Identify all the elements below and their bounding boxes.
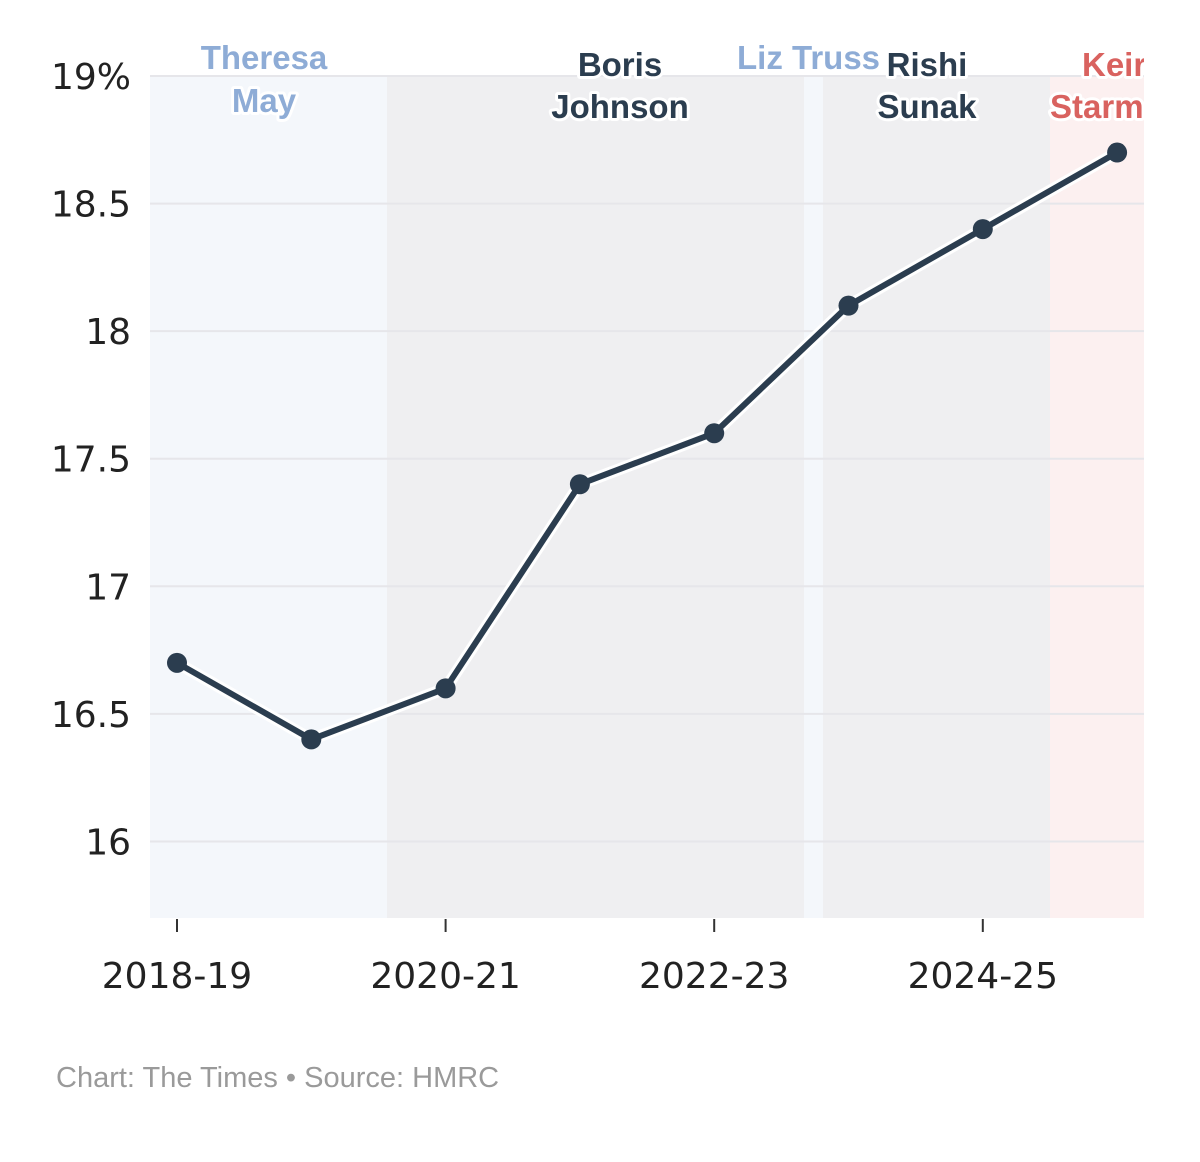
x-tick-label: 2022-23 <box>639 956 789 997</box>
x-tick-label: 2024-25 <box>908 956 1058 997</box>
x-tick-label: 2020-21 <box>370 956 520 997</box>
series-line <box>175 149 1119 743</box>
data-point <box>1107 142 1128 163</box>
y-tick-label: 18.5 <box>51 185 131 226</box>
data-point <box>301 729 322 750</box>
data-point <box>435 678 456 699</box>
era-band <box>150 76 387 918</box>
data-point <box>704 423 725 444</box>
era-labels: Theresa May Boris Johnson Liz Truss Rishi Suna… <box>198 36 1175 128</box>
data-series <box>167 142 1128 750</box>
era-band <box>804 76 823 918</box>
y-tick-label: 17 <box>85 567 131 608</box>
era-label: Rishi <box>887 46 968 83</box>
era-label: Keir <box>1082 46 1146 83</box>
y-tick-label: 18 <box>85 312 131 353</box>
data-point <box>569 474 590 495</box>
y-tick-label: 17.5 <box>51 440 131 481</box>
y-tick-label: 19% <box>51 57 131 98</box>
data-point <box>167 652 187 673</box>
era-label: Johnson <box>551 88 689 125</box>
era-label: Liz Truss <box>737 39 880 76</box>
era-label: May <box>232 82 297 119</box>
era-band <box>1050 76 1144 918</box>
data-point <box>838 295 859 316</box>
gridlines <box>150 75 1144 843</box>
x-axis: 2018-19 2020-21 2022-23 2024-25 <box>102 919 1058 997</box>
era-label: Theresa <box>201 39 328 76</box>
era-label: Boris <box>578 46 662 83</box>
era-label: Starmer <box>1050 88 1175 125</box>
era-bands <box>150 76 1144 918</box>
era-label: Sunak <box>877 88 977 125</box>
y-tick-label: 16.5 <box>51 695 131 736</box>
era-band <box>387 76 804 918</box>
era-band <box>823 76 1050 918</box>
source-note: Chart: The Times • Source: HMRC <box>56 1062 500 1094</box>
data-point <box>972 219 993 240</box>
y-tick-label: 16 <box>85 822 131 863</box>
x-tick-label: 2018-19 <box>102 956 252 997</box>
y-axis: 16 16.5 17 17.5 18 18.5 19% <box>51 57 131 863</box>
